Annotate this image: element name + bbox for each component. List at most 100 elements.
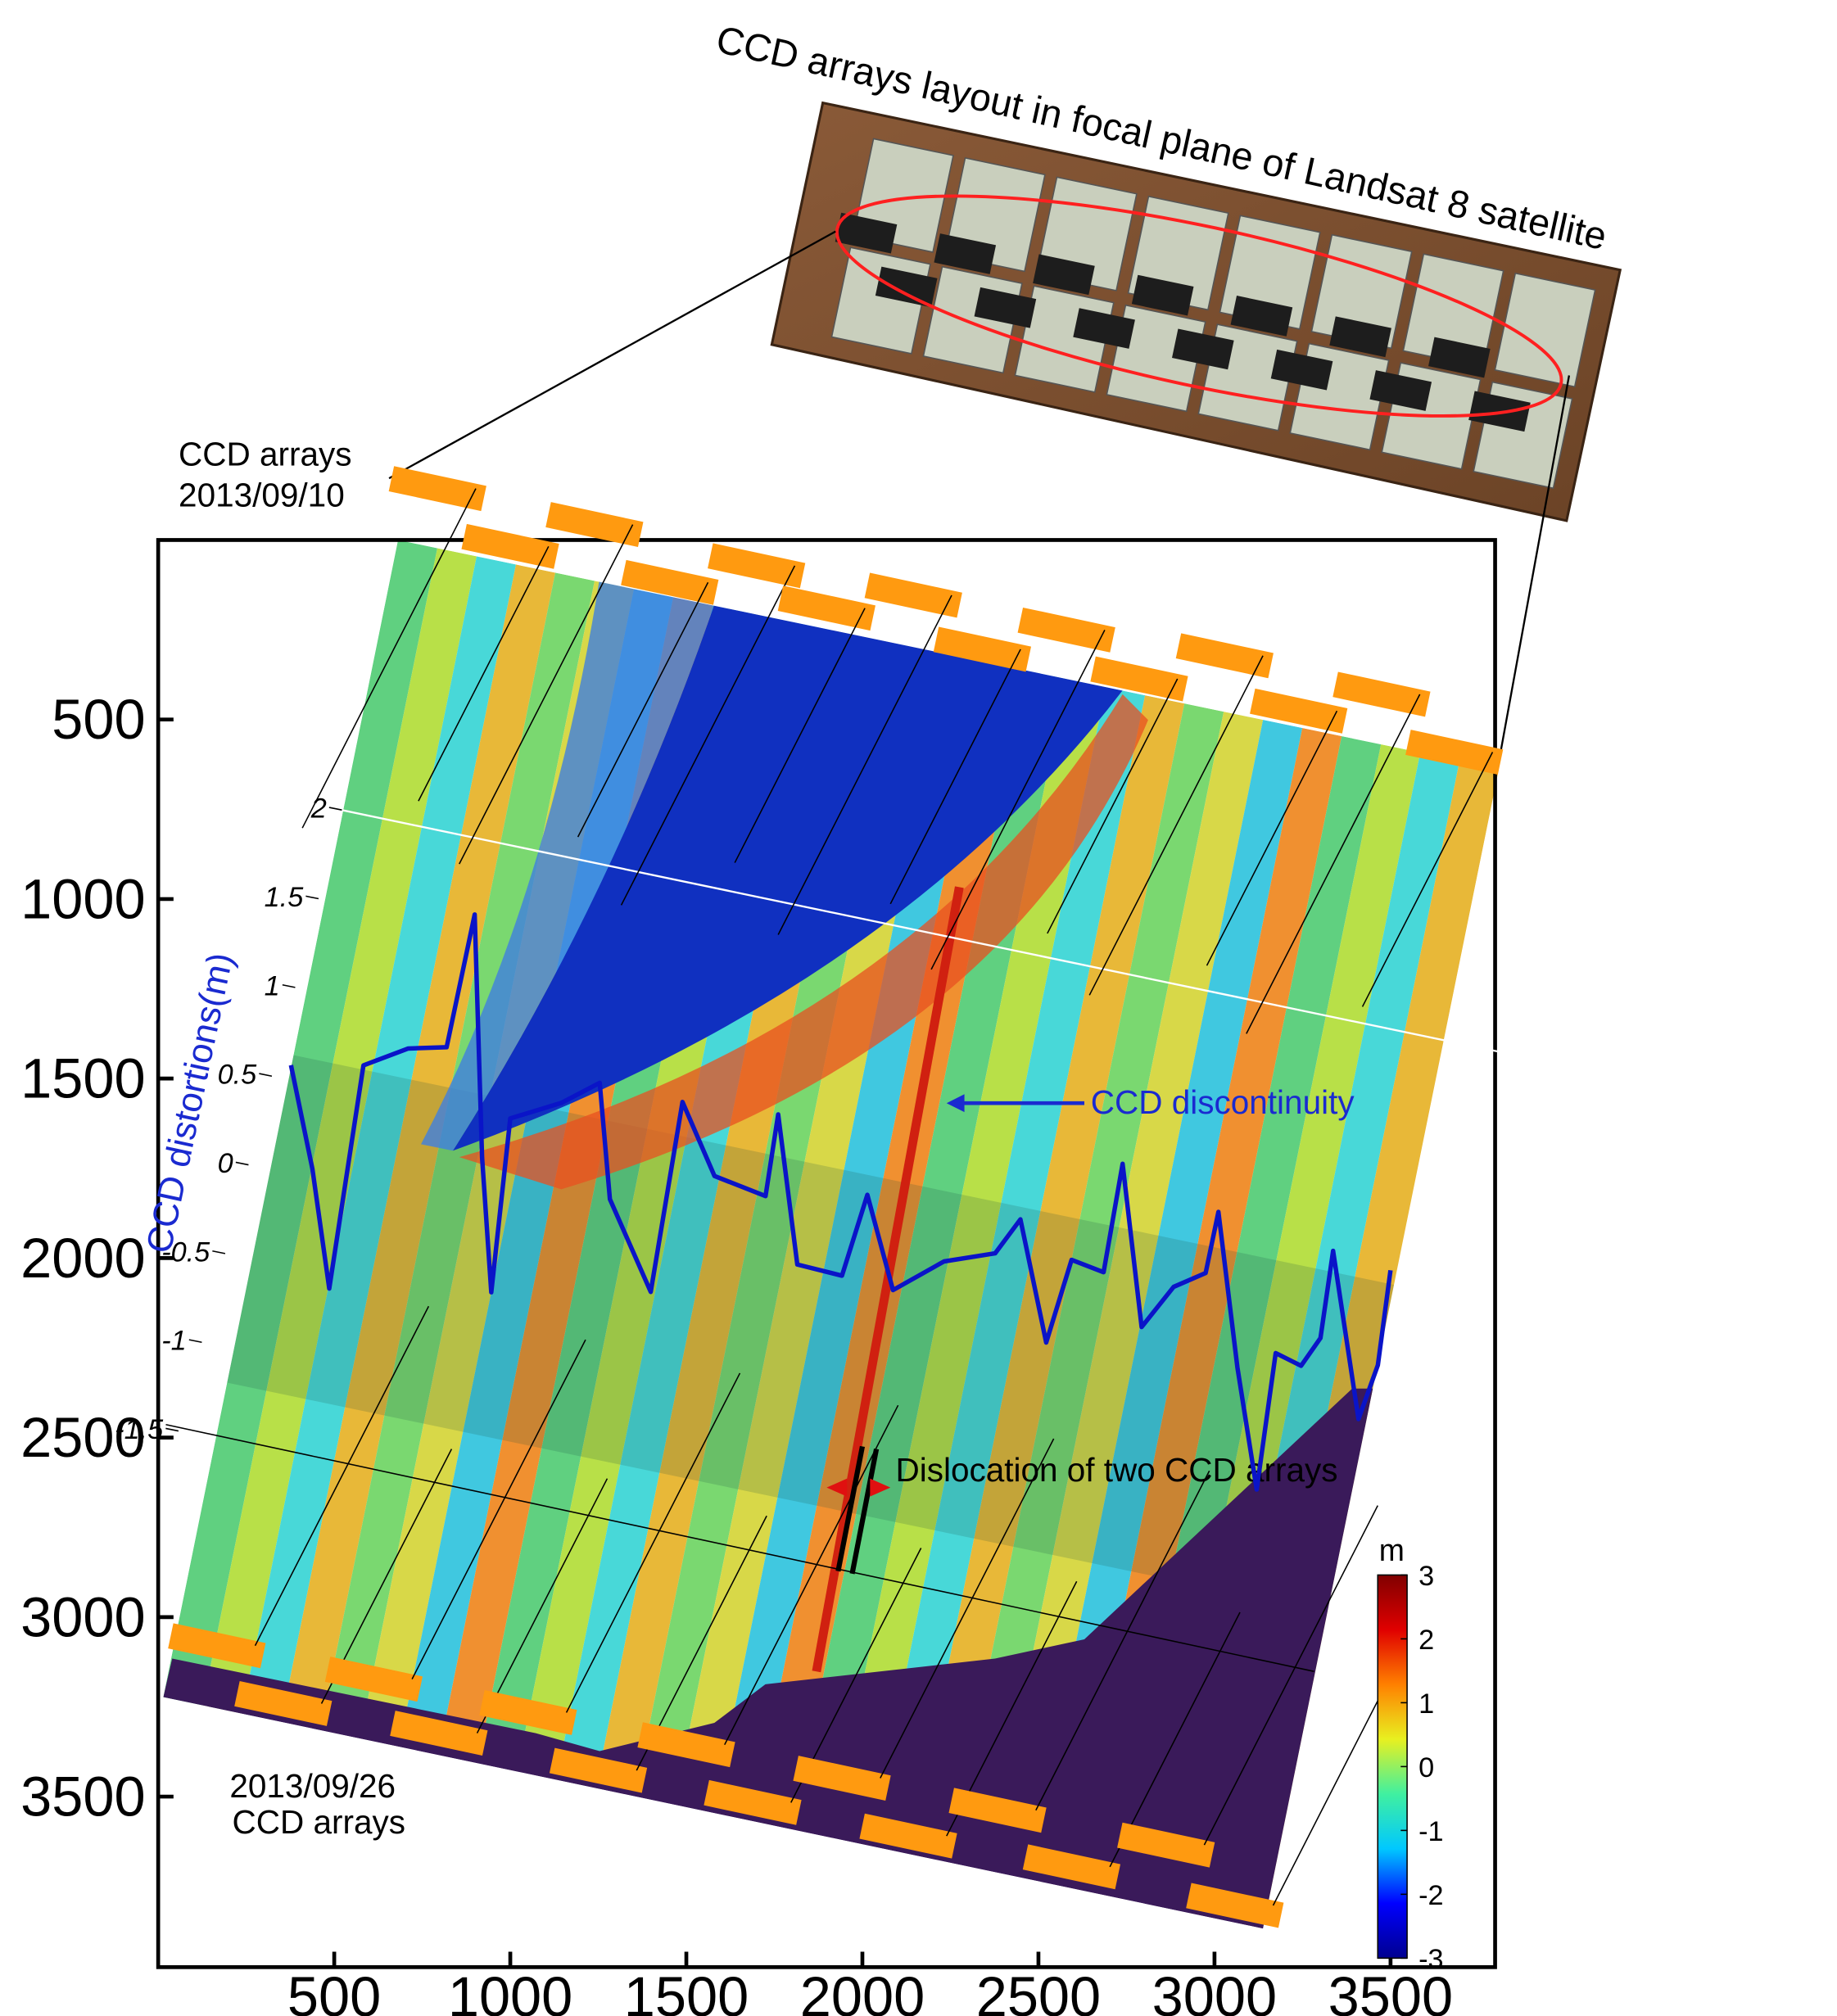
ccd-chip bbox=[835, 212, 898, 254]
ccd-chip bbox=[1131, 274, 1194, 316]
ccd-bar bbox=[777, 585, 876, 631]
colorbar-tick-label: -3 bbox=[1418, 1944, 1443, 1975]
profile-tick bbox=[212, 1250, 226, 1254]
ccd-chip bbox=[1033, 254, 1095, 296]
dislocation-arrow bbox=[870, 1478, 891, 1497]
ccd-chip bbox=[1428, 337, 1491, 378]
ccd-bar bbox=[621, 559, 719, 605]
ccd-bar bbox=[1333, 671, 1431, 717]
ccd-bar bbox=[461, 523, 559, 569]
discontinuity-arrow bbox=[946, 1094, 965, 1113]
ccd-line bbox=[724, 1404, 899, 1746]
y-tick-label: 1000 bbox=[20, 867, 145, 930]
profile-tick-label: -1.5 bbox=[115, 1414, 164, 1445]
map-stripe bbox=[831, 679, 1106, 1845]
ccd-chip bbox=[1230, 296, 1293, 337]
focal-plane-image bbox=[770, 101, 1622, 522]
map-stripe bbox=[674, 646, 949, 1812]
map-shade bbox=[163, 1030, 1500, 1645]
ccd-line bbox=[880, 1438, 1055, 1779]
dislocation-mark bbox=[835, 1445, 866, 1572]
profile-tick-label: 0 bbox=[218, 1148, 233, 1179]
ccd-bar bbox=[859, 1813, 957, 1859]
profile-tick-label: -0.5 bbox=[161, 1236, 210, 1268]
ccd-chip bbox=[1172, 328, 1234, 370]
x-tick-label: 500 bbox=[287, 1965, 381, 2016]
ccd-chip bbox=[974, 287, 1037, 328]
ccd-bar bbox=[1186, 1883, 1284, 1928]
ccd-bar bbox=[1175, 633, 1274, 679]
ccd-line bbox=[1203, 1505, 1378, 1846]
map-stripe bbox=[1028, 720, 1303, 1886]
ccd-bar bbox=[390, 1711, 488, 1756]
ccd-bar bbox=[1017, 607, 1115, 653]
map-stripe bbox=[989, 712, 1264, 1878]
profile-tick bbox=[328, 807, 342, 811]
ccd-chip bbox=[1073, 308, 1135, 349]
bottom-label: 2013/09/26 bbox=[229, 1767, 396, 1805]
profile-tick-label: 2 bbox=[310, 793, 327, 824]
map-stripe bbox=[202, 548, 477, 1714]
discontinuity-label: CCD discontinuity bbox=[1091, 1083, 1355, 1121]
dark-zone bbox=[163, 1388, 1500, 1929]
colorbar-tick-label: 2 bbox=[1418, 1625, 1434, 1656]
ccd-bar bbox=[545, 502, 644, 548]
profile-tick bbox=[305, 895, 319, 900]
profile-line bbox=[288, 912, 1393, 1492]
profile-frame bbox=[165, 1423, 1314, 1672]
profile-tick bbox=[188, 1339, 202, 1344]
profile-tick-label: 1.5 bbox=[265, 882, 304, 913]
ccd-bar bbox=[234, 1681, 333, 1726]
ccd-bar bbox=[1090, 656, 1188, 702]
profile-frame bbox=[328, 806, 1500, 1053]
y-tick-label: 1500 bbox=[20, 1046, 145, 1110]
x-tick-label: 1500 bbox=[624, 1965, 749, 2016]
y-tick-label: 3500 bbox=[20, 1765, 145, 1828]
y-tick-label: 2000 bbox=[20, 1227, 145, 1290]
dislocation-label: Dislocation of two CCD arrays bbox=[895, 1451, 1337, 1489]
ccd-line bbox=[1206, 710, 1338, 966]
ccd-bar bbox=[479, 1690, 577, 1735]
ccd-bar bbox=[637, 1722, 735, 1768]
ccd-line bbox=[476, 1478, 609, 1733]
axes-frame bbox=[156, 538, 1497, 1969]
ccd-line bbox=[777, 594, 952, 935]
connector bbox=[388, 230, 836, 480]
ccd-bar bbox=[1117, 1822, 1215, 1868]
colorbar-tick-label: 1 bbox=[1418, 1688, 1434, 1720]
dislocation-mark bbox=[849, 1448, 880, 1575]
y-tick-label: 2500 bbox=[20, 1406, 145, 1469]
ccd-chip bbox=[934, 233, 997, 274]
ccd-bar bbox=[549, 1747, 648, 1793]
ccd-chip bbox=[1270, 349, 1333, 391]
ccd-line bbox=[1035, 1470, 1210, 1811]
bottom-label: CCD arrays bbox=[232, 1803, 405, 1841]
ccd-bar bbox=[168, 1623, 266, 1669]
map-stripe bbox=[910, 695, 1185, 1861]
colorbar-tick-label: -2 bbox=[1418, 1880, 1443, 1911]
ccd-line bbox=[889, 649, 1021, 905]
blue-fade bbox=[421, 578, 715, 1151]
ccd-bar bbox=[948, 1788, 1047, 1833]
map-stripe bbox=[792, 671, 1067, 1837]
y-tick-label: 3000 bbox=[20, 1585, 145, 1648]
ccd-bar bbox=[708, 543, 806, 589]
colorbar-tick-label: 0 bbox=[1418, 1752, 1434, 1783]
profile-axis-label: CCD distortions(m) bbox=[138, 949, 241, 1257]
highlight-ellipse bbox=[835, 194, 1563, 418]
ccd-bar bbox=[1022, 1844, 1121, 1890]
profile-tick-label: 0.5 bbox=[218, 1060, 257, 1091]
profile-tick bbox=[165, 1427, 179, 1432]
ccd-bar bbox=[933, 626, 1031, 672]
map-stripe bbox=[281, 564, 556, 1730]
ccd-line bbox=[565, 1372, 741, 1713]
x-tick-label: 1000 bbox=[448, 1965, 572, 2016]
ccd-tile bbox=[1494, 272, 1596, 388]
ccd-line bbox=[1109, 1611, 1241, 1868]
ccd-line bbox=[1088, 655, 1264, 996]
ccd-line bbox=[734, 608, 866, 863]
map-stripe bbox=[949, 703, 1224, 1869]
profile-tick-label: -1 bbox=[161, 1326, 186, 1357]
